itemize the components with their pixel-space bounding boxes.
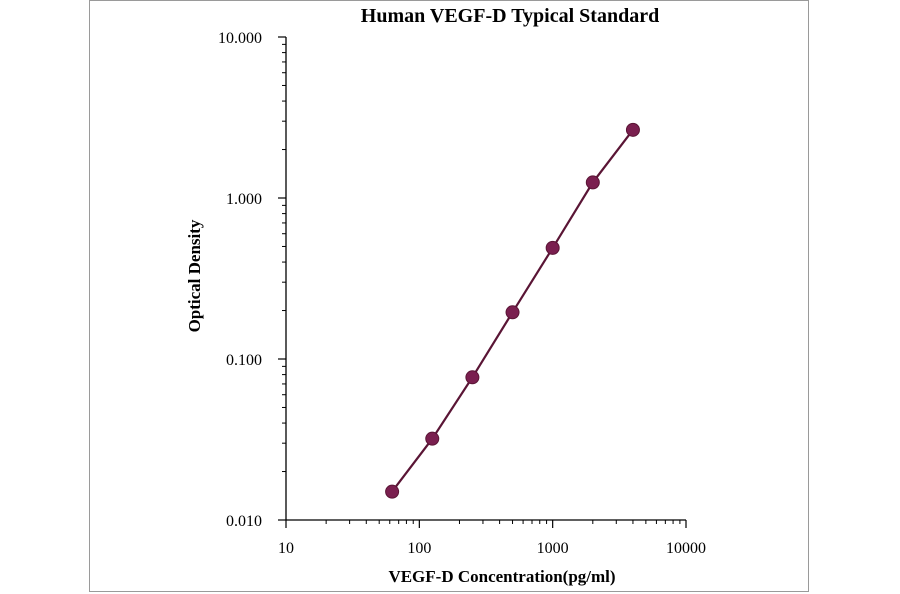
x-tick-label: 10 [278,540,294,557]
data-point [545,240,560,255]
data-point [505,305,520,320]
x-axis-label: VEGF-D Concentration(pg/ml) [388,567,615,586]
series-group [385,122,640,499]
x-tick-label: 1000 [537,540,569,557]
axes-group: 0.010 0.100 1.000 10.000 10 100 1000 10000 [218,30,706,557]
data-point [425,431,440,446]
y-tick-label: 1.000 [226,191,262,208]
y-tick-label: 10.000 [218,30,262,47]
data-point [585,175,600,190]
y-axis-label: Optical Density [185,219,204,332]
x-tick-label: 100 [407,540,431,557]
y-tick-label: 0.010 [226,513,262,530]
chart-title: Human VEGF-D Typical Standard [361,5,659,27]
y-tick-label: 0.100 [226,352,262,369]
data-point [625,122,640,137]
x-tick-label: 10000 [666,540,706,557]
data-point [385,484,400,499]
chart-frame [89,0,809,592]
data-point [465,370,480,385]
